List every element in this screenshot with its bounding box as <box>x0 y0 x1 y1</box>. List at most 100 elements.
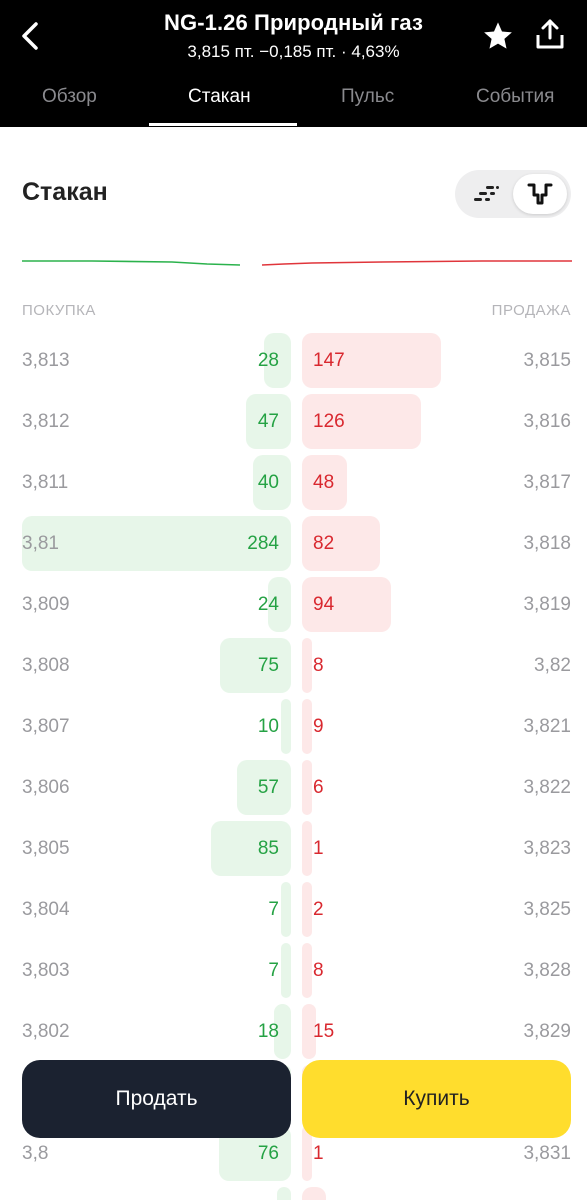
bid-volume-bar <box>210 821 291 876</box>
ask-price: 3,825 <box>523 899 571 920</box>
bid-quantity: 7 <box>268 960 279 981</box>
ask-volume-bar <box>302 1126 312 1181</box>
tab-order-book[interactable]: Стакан <box>188 86 251 107</box>
bid-price: 3,802 <box>22 1021 70 1042</box>
chevron-left-icon <box>22 22 38 50</box>
ask-price: 3,829 <box>523 1021 571 1042</box>
order-book-row[interactable]: 3,803 7 8 3,828 <box>0 943 587 998</box>
bid-volume-bar <box>237 760 291 815</box>
ask-quantity: 1 <box>313 1143 324 1164</box>
bid-price: 3,805 <box>22 838 70 859</box>
bid-quantity: 85 <box>257 838 279 859</box>
bid-quantity: 76 <box>257 1143 279 1164</box>
ask-price: 3,817 <box>523 472 571 493</box>
order-book-row[interactable]: 3,808 75 8 3,82 <box>0 638 587 693</box>
ask-price: 3,818 <box>523 533 571 554</box>
tab-bar: Обзор Стакан Пульс События <box>0 74 587 127</box>
order-book-row[interactable]: 3,809 24 94 3,819 <box>0 577 587 632</box>
ask-price: 3,828 <box>523 960 571 981</box>
bid-quantity: 57 <box>257 777 279 798</box>
ask-volume-bar <box>302 760 312 815</box>
bid-volume-bar <box>277 1187 291 1200</box>
bid-volume-bar <box>281 699 291 754</box>
order-book-row[interactable]: 3,813 28 147 3,815 <box>0 333 587 388</box>
tab-overview[interactable]: Обзор <box>42 86 97 107</box>
bid-price: 3,812 <box>22 411 70 432</box>
bid-quantity: 40 <box>257 472 279 493</box>
ask-quantity: 94 <box>313 594 335 615</box>
bid-volume-bar <box>273 1004 291 1059</box>
bid-volume-bar <box>219 638 291 693</box>
ask-volume-bar <box>302 1187 326 1200</box>
depth-chart <box>22 260 572 266</box>
ask-price: 3,822 <box>523 777 571 798</box>
ask-quantity: 126 <box>313 411 345 432</box>
bid-price: 3,807 <box>22 716 70 737</box>
instrument-price-change: 3,815 пт. −0,185 пт. · 4,63% <box>187 42 400 61</box>
depth-view-option[interactable] <box>513 174 567 214</box>
ask-quantity: 82 <box>313 533 335 554</box>
ask-volume-bar <box>302 882 312 937</box>
ask-price: 3,82 <box>534 655 571 676</box>
tab-pulse[interactable]: Пульс <box>341 86 395 107</box>
bid-price: 3,803 <box>22 960 70 981</box>
ask-quantity: 9 <box>313 716 324 737</box>
share-button[interactable] <box>530 14 570 54</box>
ask-volume-bar <box>302 638 312 693</box>
bid-quantity: 28 <box>257 350 279 371</box>
order-book-row[interactable]: 3,804 7 2 3,825 <box>0 882 587 937</box>
favorite-button[interactable] <box>478 16 518 56</box>
bid-quantity: 10 <box>257 716 279 737</box>
ask-volume-bar <box>302 1004 317 1059</box>
bid-quantity: 284 <box>247 533 279 554</box>
share-icon <box>536 19 564 49</box>
ask-price: 3,823 <box>523 838 571 859</box>
active-tab-indicator <box>149 123 297 126</box>
bid-price: 3,8 <box>22 1143 49 1164</box>
bid-volume-bar <box>281 882 291 937</box>
order-book-row[interactable]: 3,811 40 48 3,817 <box>0 455 587 510</box>
ask-volume-bar <box>302 333 442 388</box>
order-book-row[interactable]: 3,805 85 1 3,823 <box>0 821 587 876</box>
view-toggle <box>455 170 571 218</box>
instrument-title: NG-1.26 Природный газ <box>164 10 423 35</box>
bid-quantity: 24 <box>257 594 279 615</box>
ask-quantity: 1 <box>313 838 324 859</box>
ask-quantity: 48 <box>313 472 335 493</box>
bid-volume-bar <box>246 394 291 449</box>
order-book-row[interactable] <box>0 1187 587 1200</box>
bid-column-header: ПОКУПКА <box>22 302 96 319</box>
ask-quantity: 2 <box>313 899 324 920</box>
bid-price: 3,808 <box>22 655 70 676</box>
ask-quantity: 147 <box>313 350 345 371</box>
buy-button[interactable]: Купить <box>302 1060 571 1138</box>
sell-button[interactable]: Продать <box>22 1060 291 1138</box>
ask-volume-bar <box>302 516 380 571</box>
list-view-icon <box>474 186 499 201</box>
order-book-row[interactable]: 3,81 284 82 3,818 <box>0 516 587 571</box>
bid-price: 3,813 <box>22 350 70 371</box>
order-book-row[interactable]: 3,806 57 6 3,822 <box>0 760 587 815</box>
bid-quantity: 47 <box>257 411 279 432</box>
ask-volume-bar <box>302 577 392 632</box>
list-view-option[interactable] <box>459 174 513 214</box>
bid-price: 3,806 <box>22 777 70 798</box>
bid-depth-line <box>22 260 241 266</box>
ask-volume-bar <box>302 394 422 449</box>
ask-price: 3,816 <box>523 411 571 432</box>
bid-volume-bar <box>22 516 291 571</box>
order-book-row[interactable]: 3,802 18 15 3,829 <box>0 1004 587 1059</box>
tab-events[interactable]: События <box>476 86 555 107</box>
order-book-row[interactable]: 3,812 47 126 3,816 <box>0 394 587 449</box>
bid-volume-bar <box>268 577 291 632</box>
ask-depth-line <box>261 260 572 266</box>
bid-price: 3,811 <box>22 472 69 493</box>
bid-volume-bar <box>253 455 291 510</box>
bid-volume-bar <box>281 943 291 998</box>
order-book-row[interactable]: 3,807 10 9 3,821 <box>0 699 587 754</box>
ask-quantity: 8 <box>313 655 324 676</box>
back-button[interactable] <box>12 14 48 58</box>
star-icon <box>484 22 512 49</box>
bid-price: 3,81 <box>22 533 59 554</box>
